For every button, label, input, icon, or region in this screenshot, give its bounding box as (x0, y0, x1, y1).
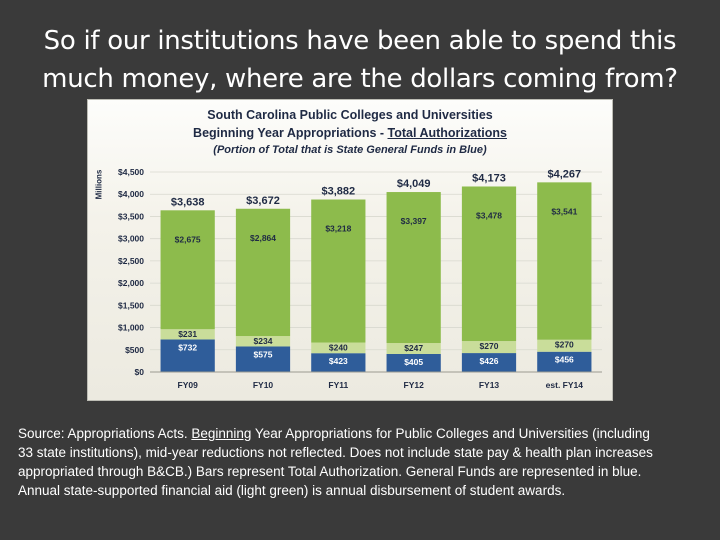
source-note: Source: Appropriations Acts. Beginning Y… (18, 424, 658, 500)
bar-segment (537, 351, 592, 372)
bar-segment (235, 336, 291, 347)
bar-segment (461, 186, 517, 342)
slide-title-line-2: much money, where are the dollars coming… (42, 64, 678, 94)
bar-segment (386, 354, 441, 372)
chart-title-prefix: Beginning Year Appropriations - (193, 126, 388, 140)
total-label: $4,173 (472, 172, 506, 184)
data-label-other: $3,478 (476, 210, 502, 220)
data-label-general-funds: $405 (404, 357, 423, 367)
total-label: $3,882 (322, 186, 356, 198)
y-tick-label: $4,500 (118, 167, 144, 177)
data-label-financial-aid: $240 (329, 343, 348, 353)
data-label-financial-aid: $231 (178, 329, 197, 339)
bar-segment (386, 343, 441, 354)
data-label-general-funds: $575 (254, 349, 273, 359)
x-tick-label: FY13 (479, 380, 500, 390)
total-label: $4,049 (397, 178, 431, 190)
y-tick-label: $1,000 (118, 323, 144, 333)
bar-segment (537, 339, 592, 352)
data-label-other: $3,218 (325, 224, 351, 234)
x-tick-label: FY11 (328, 380, 348, 390)
data-label-financial-aid: $270 (480, 341, 499, 351)
slide-title: So if our institutions have been able to… (0, 22, 720, 98)
source-rest: Year Appropriations for Public Colleges … (18, 426, 653, 498)
bar-segment (235, 208, 291, 337)
source-prefix: Source: Appropriations Acts. (18, 426, 192, 441)
stacked-bar-chart: $0 $500 $1,000 $1,500 $2,000 $2,500 $3,000 $3,5… (118, 167, 602, 390)
y-tick-label: $0 (135, 367, 145, 377)
total-label: $3,638 (171, 196, 205, 208)
x-tick-label: FY09 (178, 380, 199, 390)
x-tick-label: FY12 (404, 380, 425, 390)
data-label-financial-aid: $234 (254, 336, 273, 346)
bar-segment (160, 329, 215, 340)
y-tick-label: $2,000 (118, 278, 144, 288)
y-tick-label: $1,500 (118, 300, 144, 310)
bar-segment (160, 339, 215, 372)
chart-title: South Carolina Public Colleges and Unive… (207, 108, 493, 122)
bar-segment (537, 182, 592, 340)
data-label-other: $2,864 (250, 233, 276, 243)
bar-segment (461, 341, 517, 354)
y-axis-label: Millions (94, 169, 104, 200)
data-label-financial-aid: $247 (404, 343, 423, 353)
data-label-financial-aid: $270 (555, 340, 574, 350)
y-tick-label: $4,000 (118, 189, 144, 199)
total-label: $3,672 (246, 195, 280, 207)
x-tick-label: est. FY14 (546, 380, 584, 390)
chart-subtitle: (Portion of Total that is State General … (213, 144, 487, 156)
data-label-other: $3,541 (551, 206, 577, 216)
bar-segment (461, 353, 517, 372)
x-tick-label: FY10 (253, 380, 274, 390)
data-label-other: $2,675 (175, 234, 201, 244)
chart-title-line-2: Beginning Year Appropriations - Total Au… (88, 126, 612, 140)
y-tick-label: $2,500 (118, 256, 144, 266)
bar-segment (311, 353, 366, 372)
bar-segment (311, 199, 366, 343)
bar-segment (386, 192, 441, 344)
y-tick-label: $3,500 (118, 211, 144, 221)
chart-panel: $0 $500 $1,000 $1,500 $2,000 $2,500 $3,000 $3,5… (88, 100, 612, 400)
chart-title-underlined: Total Authorizations (387, 126, 507, 140)
data-label-other: $3,397 (401, 216, 427, 226)
slide-title-line-1: So if our institutions have been able to… (43, 26, 677, 56)
y-tick-label: $3,000 (118, 234, 144, 244)
source-underlined: Beginning (191, 426, 252, 441)
bar-segment (235, 346, 291, 372)
data-label-general-funds: $732 (178, 342, 197, 352)
data-label-general-funds: $423 (329, 356, 348, 366)
data-label-general-funds: $426 (480, 356, 499, 366)
data-label-general-funds: $456 (555, 355, 574, 365)
total-label: $4,267 (548, 168, 582, 180)
bar-segment (311, 342, 366, 354)
bar-segment (160, 210, 215, 330)
y-tick-label: $500 (125, 345, 144, 355)
